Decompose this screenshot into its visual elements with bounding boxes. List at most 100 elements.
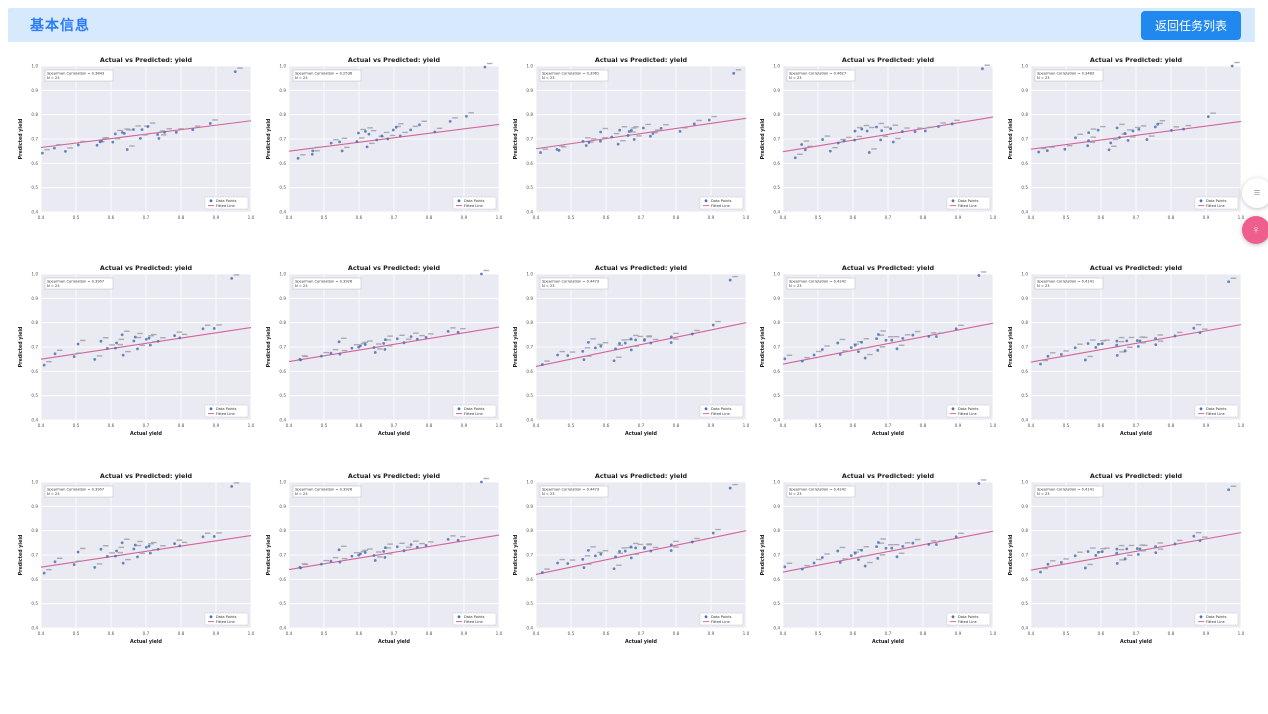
svg-text:0.5: 0.5 bbox=[568, 631, 575, 636]
svg-text:0.5: 0.5 bbox=[568, 215, 575, 220]
y-axis-label: Predicted yield bbox=[266, 326, 272, 367]
svg-text:0.4: 0.4 bbox=[32, 210, 39, 215]
svg-text:0.4: 0.4 bbox=[1021, 418, 1028, 423]
y-tick-labels: 0.4 0.5 0.6 0.7 0.8 0.9 1.0 bbox=[32, 64, 39, 215]
y-tick-labels: 0.4 0.5 0.6 0.7 0.8 0.9 1.0 bbox=[1021, 480, 1028, 631]
svg-text:0.8: 0.8 bbox=[526, 112, 533, 117]
svg-text:Fitted Line: Fitted Line bbox=[216, 204, 236, 208]
gridlines bbox=[782, 481, 994, 629]
x-axis-label: Actual yield bbox=[1120, 639, 1152, 645]
svg-text:1.0: 1.0 bbox=[743, 423, 750, 428]
svg-text:N = 23: N = 23 bbox=[789, 492, 802, 496]
plot-title: Actual vs Predicted: yield bbox=[1090, 472, 1183, 480]
plot-title: Actual vs Predicted: yield bbox=[595, 264, 688, 272]
svg-text:0.9: 0.9 bbox=[708, 631, 715, 636]
svg-text:0.6: 0.6 bbox=[279, 369, 286, 374]
fitted-line bbox=[288, 123, 499, 152]
svg-text:0.5: 0.5 bbox=[320, 215, 327, 220]
svg-text:0.9: 0.9 bbox=[279, 504, 286, 509]
svg-text:0.5: 0.5 bbox=[1062, 631, 1069, 636]
svg-text:0.9: 0.9 bbox=[526, 88, 533, 93]
svg-text:0.8: 0.8 bbox=[1021, 320, 1028, 325]
x-tick-labels: 0.4 0.5 0.6 0.7 0.8 0.9 1.0 bbox=[533, 631, 750, 636]
svg-text:0.8: 0.8 bbox=[673, 423, 680, 428]
data-points bbox=[1038, 277, 1236, 366]
svg-text:Spearman Correlation = 0.4141: Spearman Correlation = 0.4141 bbox=[1037, 280, 1094, 284]
svg-text:Fitted Line: Fitted Line bbox=[1206, 412, 1226, 416]
y-tick-labels: 0.4 0.5 0.6 0.7 0.8 0.9 1.0 bbox=[774, 64, 781, 215]
data-points bbox=[540, 483, 738, 574]
svg-text:Fitted Line: Fitted Line bbox=[464, 204, 484, 208]
svg-text:0.6: 0.6 bbox=[355, 423, 362, 428]
svg-text:0.8: 0.8 bbox=[526, 528, 533, 533]
data-points bbox=[42, 274, 240, 367]
svg-text:0.7: 0.7 bbox=[885, 631, 892, 636]
scatter-plot-card: Actual vs Predicted: yield 0.4 0.5 0.6 0.7 0.… bbox=[261, 54, 508, 256]
svg-text:0.4: 0.4 bbox=[38, 423, 45, 428]
svg-text:1.0: 1.0 bbox=[495, 631, 502, 636]
svg-text:Data Points: Data Points bbox=[1206, 407, 1227, 411]
svg-text:0.6: 0.6 bbox=[1021, 577, 1028, 582]
svg-text:Fitted Line: Fitted Line bbox=[711, 204, 731, 208]
gridlines bbox=[782, 273, 994, 421]
svg-text:0.5: 0.5 bbox=[73, 423, 80, 428]
data-points bbox=[783, 479, 987, 571]
svg-text:Fitted Line: Fitted Line bbox=[958, 204, 978, 208]
svg-text:0.8: 0.8 bbox=[673, 631, 680, 636]
back-to-task-list-button[interactable]: 返回任务列表 bbox=[1140, 10, 1241, 40]
svg-text:0.9: 0.9 bbox=[1021, 88, 1028, 93]
svg-text:1.0: 1.0 bbox=[1237, 631, 1244, 636]
svg-text:Data Points: Data Points bbox=[711, 615, 732, 619]
svg-text:1.0: 1.0 bbox=[32, 64, 39, 69]
y-axis-label: Predicted yield bbox=[18, 118, 24, 159]
scatter-plot-card: Actual vs Predicted: yield 0.4 0.5 0.6 0.7 0.… bbox=[509, 470, 756, 672]
svg-text:N = 23: N = 23 bbox=[295, 76, 308, 80]
svg-text:0.6: 0.6 bbox=[850, 215, 857, 220]
floating-feedback-button[interactable]: ♀ bbox=[1242, 216, 1268, 244]
svg-text:0.5: 0.5 bbox=[526, 185, 533, 190]
x-tick-labels: 0.4 0.5 0.6 0.7 0.8 0.9 1.0 bbox=[533, 215, 750, 220]
svg-text:1.0: 1.0 bbox=[279, 480, 286, 485]
svg-text:0.6: 0.6 bbox=[108, 423, 115, 428]
svg-text:Spearman Correlation = 0.4242: Spearman Correlation = 0.4242 bbox=[789, 488, 846, 492]
y-axis-label: Predicted yield bbox=[513, 326, 519, 367]
svg-text:0.9: 0.9 bbox=[279, 88, 286, 93]
svg-text:0.7: 0.7 bbox=[143, 631, 150, 636]
data-points bbox=[296, 62, 493, 160]
svg-text:Spearman Correlation = 0.4473: Spearman Correlation = 0.4473 bbox=[542, 488, 599, 492]
plot-title: Actual vs Predicted: yield bbox=[595, 472, 688, 480]
svg-text:0.6: 0.6 bbox=[850, 423, 857, 428]
svg-text:1.0: 1.0 bbox=[743, 215, 750, 220]
data-points bbox=[298, 477, 489, 570]
svg-text:0.6: 0.6 bbox=[526, 369, 533, 374]
svg-text:0.9: 0.9 bbox=[1021, 504, 1028, 509]
svg-text:0.4: 0.4 bbox=[780, 631, 787, 636]
svg-text:0.6: 0.6 bbox=[1021, 161, 1028, 166]
svg-text:0.8: 0.8 bbox=[178, 423, 185, 428]
y-tick-labels: 0.4 0.5 0.6 0.7 0.8 0.9 1.0 bbox=[526, 272, 533, 423]
svg-text:0.7: 0.7 bbox=[279, 137, 286, 142]
y-tick-labels: 0.4 0.5 0.6 0.7 0.8 0.9 1.0 bbox=[774, 480, 781, 631]
svg-text:Spearman Correlation = 0.4627: Spearman Correlation = 0.4627 bbox=[789, 72, 846, 76]
floating-menu-button[interactable]: ≡ bbox=[1242, 178, 1268, 208]
svg-text:0.4: 0.4 bbox=[1027, 631, 1034, 636]
x-axis-label: Actual yield bbox=[130, 639, 162, 645]
svg-text:Fitted Line: Fitted Line bbox=[1206, 204, 1226, 208]
svg-text:Data Points: Data Points bbox=[216, 199, 237, 203]
fitted-line bbox=[41, 534, 252, 568]
svg-text:0.5: 0.5 bbox=[1062, 215, 1069, 220]
data-points bbox=[298, 269, 489, 362]
svg-text:0.5: 0.5 bbox=[1021, 601, 1028, 606]
